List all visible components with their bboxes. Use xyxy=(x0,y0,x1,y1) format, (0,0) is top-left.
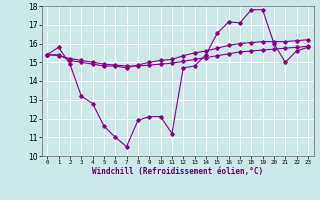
X-axis label: Windchill (Refroidissement éolien,°C): Windchill (Refroidissement éolien,°C) xyxy=(92,167,263,176)
